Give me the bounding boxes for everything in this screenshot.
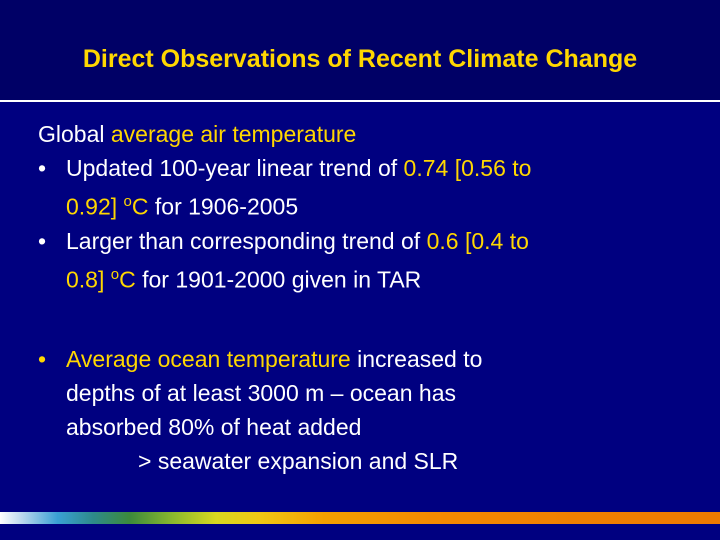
bullet-1-degree: o (123, 193, 132, 210)
bullet-2-period: for 1901-2000 given in TAR (135, 266, 422, 293)
bottom-color-stripe (0, 512, 720, 524)
bullet-2-line-2: 0.8] oC for 1901-2000 given in TAR (66, 258, 688, 297)
bullet-1-value: 0.74 [0.56 to (403, 155, 532, 181)
bullet-icon: • (38, 227, 47, 254)
title-divider (0, 100, 720, 102)
bullet-2-degree: o (110, 265, 120, 283)
bullet-2-unit: C (119, 266, 136, 293)
bullet-1-period: for 1906-2005 (148, 193, 299, 220)
title-bar (0, 0, 720, 100)
bullet-1-line-2: 0.92] oC for 1906-2005 (66, 185, 688, 224)
bullet-1-value-end: 0.92] (66, 193, 124, 220)
bullet-item-1: • Updated 100-year linear trend of 0.74 … (38, 151, 688, 224)
bullet-3-line-3: absorbed 80% of heat added (66, 414, 362, 441)
bullet-1-line-1: Updated 100-year linear trend of 0.74 [0… (66, 151, 688, 185)
spacer (38, 296, 688, 342)
bullet-3-text: increased to (350, 346, 483, 373)
sub-point: > seawater expansion and SLR (138, 448, 459, 475)
bullet-3-line-1: Average ocean temperature increased to (66, 342, 688, 376)
bullet-item-2: • Larger than corresponding trend of 0.6… (38, 224, 688, 297)
bullet-2-value-end: 0.8] (66, 266, 111, 293)
bullet-3-highlight: Average ocean temperature (66, 346, 351, 373)
bullet-3-line-2: depths of at least 3000 m – ocean has (66, 380, 456, 407)
heading-line: Global average air temperature (38, 117, 688, 151)
bullet-2-value: 0.6 [0.4 to (426, 227, 529, 254)
heading-prefix: Global (38, 121, 111, 147)
bullet-item-3: • Average ocean temperature increased to… (38, 342, 688, 444)
slide-title: Direct Observations of Recent Climate Ch… (82, 45, 638, 73)
bullet-icon: • (38, 155, 47, 181)
slide-body: Global average air temperature • Updated… (38, 117, 688, 478)
bullet-icon: • (38, 346, 47, 373)
bullet-1-unit: C (131, 193, 149, 220)
bullet-1-text: Updated 100-year linear trend of (66, 155, 404, 181)
bullet-2-text: Larger than corresponding trend of (66, 227, 427, 254)
heading-highlight: average air temperature (110, 121, 357, 147)
bullet-2-line-1: Larger than corresponding trend of 0.6 [… (66, 224, 688, 258)
